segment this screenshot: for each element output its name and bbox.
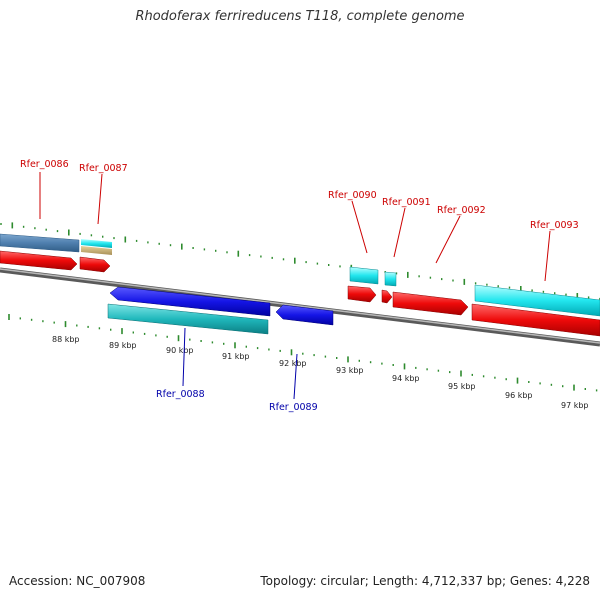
gene-label-rfer-0090[interactable]: Rfer_0090 — [328, 190, 377, 201]
backbone-line — [0, 267, 600, 347]
gene-rfer-0090-bar[interactable] — [349, 266, 379, 285]
scale-label-97: 97 kbp — [561, 401, 589, 410]
scale-labels: 88 kbp 89 kbp 90 kbp 91 kbp 92 kbp 93 kb… — [52, 335, 589, 410]
scale-ticks-top — [0, 222, 600, 300]
topology-summary: Topology: circular; Length: 4,712,337 bp… — [260, 574, 590, 588]
scale-label-89: 89 kbp — [109, 341, 137, 350]
gene-rfer-0088-bar[interactable] — [107, 286, 271, 335]
gene-rfer-0092-bar[interactable] — [392, 291, 469, 316]
gene-label-rfer-0091[interactable]: Rfer_0091 — [382, 197, 431, 208]
accession-text: Accession: NC_007908 — [9, 574, 146, 588]
scale-ticks-bottom — [8, 314, 598, 392]
gene-arrow-red-4[interactable] — [381, 289, 393, 304]
gene-rfer-0091-bar[interactable] — [384, 271, 397, 287]
gene-arrow-red-1[interactable] — [0, 250, 78, 271]
gene-label-rfer-0087[interactable]: Rfer_0087 — [79, 163, 128, 174]
gene-rfer-0089-bar[interactable] — [275, 304, 334, 326]
gene-label-rfer-0089[interactable]: Rfer_0089 — [269, 402, 318, 413]
scale-label-95: 95 kbp — [448, 382, 476, 391]
gene-arrow-red-3[interactable] — [347, 285, 377, 303]
scale-label-94: 94 kbp — [392, 374, 420, 383]
scale-label-91: 91 kbp — [222, 352, 250, 361]
gene-label-rfer-0088[interactable]: Rfer_0088 — [156, 389, 205, 400]
gene-label-rfer-0092[interactable]: Rfer_0092 — [437, 205, 486, 216]
gene-label-rfer-0086[interactable]: Rfer_0086 — [20, 159, 69, 170]
scale-label-93: 93 kbp — [336, 366, 364, 375]
gene-rfer-0093-bar[interactable] — [474, 284, 600, 317]
scale-label-96: 96 kbp — [505, 391, 533, 400]
gene-rfer-0086-bar[interactable] — [0, 233, 80, 253]
scale-label-90: 90 kbp — [166, 346, 194, 355]
genome-title: Rhodoferax ferrireducens T118, complete … — [135, 9, 465, 24]
scale-label-88: 88 kbp — [52, 335, 80, 344]
gene-arrow-red-5[interactable] — [471, 303, 600, 337]
gene-arrow-red-2[interactable] — [79, 256, 111, 273]
gene-label-rfer-0093[interactable]: Rfer_0093 — [530, 220, 579, 231]
gene-rfer-0087-bar[interactable] — [81, 239, 112, 255]
gene-labels-top: Rfer_0086 Rfer_0087 Rfer_0090 Rfer_0091 … — [20, 159, 579, 282]
scale-label-92: 92 kbp — [279, 359, 307, 368]
gene-labels-bottom: Rfer_0088 Rfer_0089 — [156, 327, 318, 413]
